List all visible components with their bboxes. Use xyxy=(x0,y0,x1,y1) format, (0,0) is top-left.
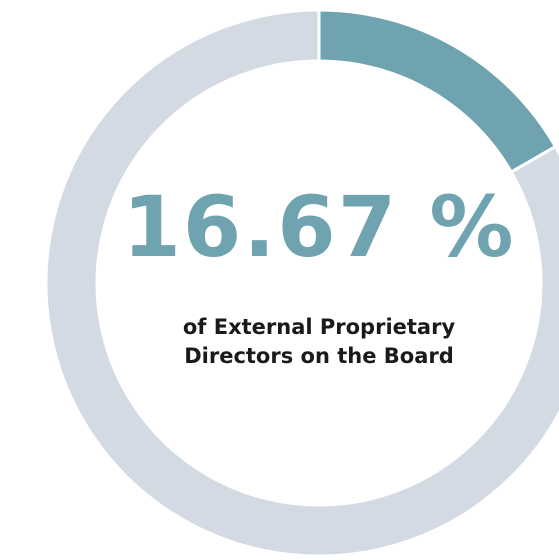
subtitle: of External Proprietary xyxy=(183,315,456,339)
center-value: 16.67 % xyxy=(122,178,515,276)
donut-segment xyxy=(44,8,559,558)
subtitle: Directors on the Board xyxy=(184,344,454,368)
donut-segment xyxy=(317,8,558,175)
